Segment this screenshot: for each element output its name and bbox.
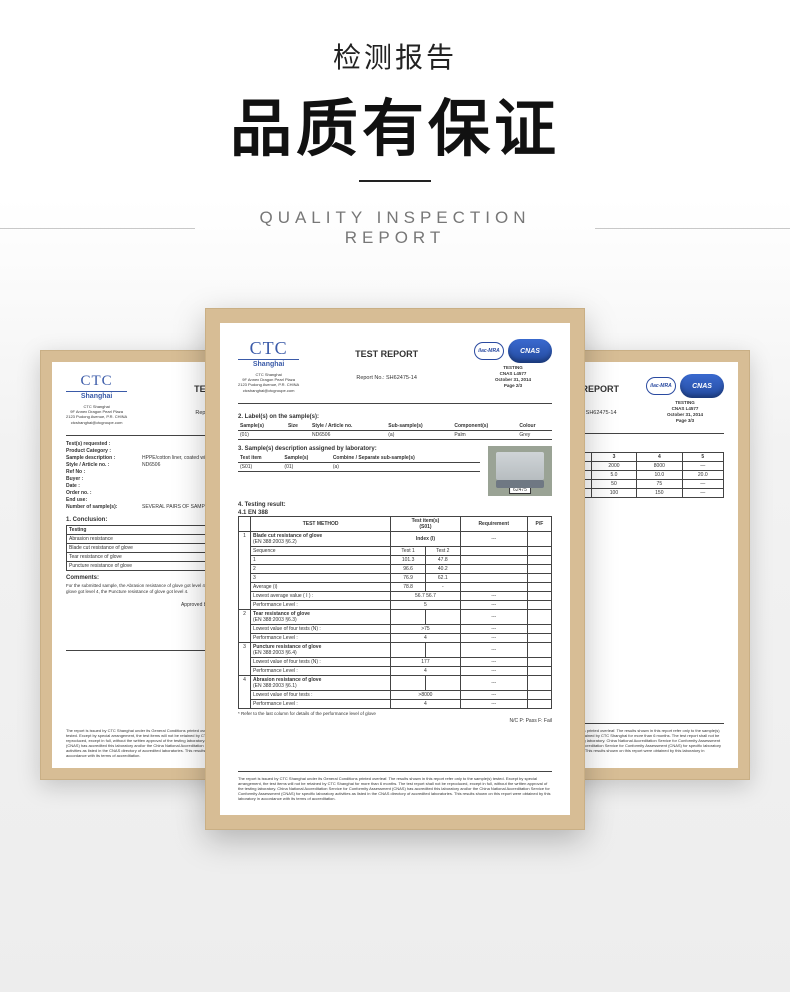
big-title: 品质有保证	[0, 78, 790, 168]
ctc-logo-city: Shanghai	[66, 391, 127, 400]
badge-subtext: TESTING CNAS L4577 October 31, 2014 Page…	[646, 400, 724, 423]
small-title: 检测报告	[0, 36, 790, 76]
sample-photo: 62475	[488, 446, 552, 496]
report-number: Report No.: SH62475-14	[299, 375, 474, 381]
header: 检测报告 品质有保证	[0, 0, 790, 182]
photo-label: 62475	[509, 486, 531, 494]
subhead-line-right	[595, 228, 790, 229]
report-title: TEST REPORT	[299, 349, 474, 359]
ctc-address: CTC Shanghai 9F Annex Dragon Pearl Plaza…	[66, 404, 127, 425]
footnote: The report is issued by CTC Shanghai und…	[238, 776, 552, 801]
ctc-logo-text: CTC	[238, 339, 299, 357]
glove-photo-icon: 62475	[488, 446, 552, 496]
ctc-logo: CTC Shanghai CTC Shanghai 9F Annex Drago…	[238, 339, 299, 393]
ctc-logo-text: CTC	[66, 374, 127, 389]
ctc-logo-city: Shanghai	[238, 359, 299, 368]
cnas-badge-icon: CNAS	[508, 339, 552, 363]
table-note: * Refer to the last column for details o…	[238, 711, 552, 716]
badge-subtext: TESTING CNAS L4577 October 31, 2014 Page…	[474, 365, 552, 388]
badges: ilac-MRA CNAS TESTING CNAS L4577 October…	[646, 374, 724, 423]
sec3-title: 3. Sample(s) description assigned by lab…	[238, 446, 480, 452]
sec3-table: Test itemSample(s)Combine / Separate sub…	[238, 454, 480, 472]
sec4-title: 4. Testing result:	[238, 502, 552, 508]
subhead: QUALITY INSPECTION REPORT	[0, 208, 790, 248]
badges: ilac-MRA CNAS TESTING CNAS L4577 October…	[474, 339, 552, 388]
subhead-text: QUALITY INSPECTION REPORT	[209, 208, 581, 248]
cnas-badge-icon: CNAS	[680, 374, 724, 398]
ilac-badge-icon: ilac-MRA	[474, 342, 504, 360]
ilac-badge-icon: ilac-MRA	[646, 377, 676, 395]
certificates-stage: CTC Shanghai CTC Shanghai 9F Annex Drago…	[0, 308, 790, 948]
title-underline	[359, 180, 431, 182]
certificate-paper-center: CTC Shanghai CTC Shanghai 9F Annex Drago…	[220, 323, 570, 815]
sec2-title: 2. Label(s) on the sample(s):	[238, 414, 552, 420]
sec2-table: Sample(s)SizeStyle / Article no.Sub-samp…	[238, 422, 552, 440]
certificate-frame-center: CTC Shanghai CTC Shanghai 9F Annex Drago…	[205, 308, 585, 830]
ctc-address: CTC Shanghai 9F Annex Dragon Pearl Plaza…	[238, 372, 299, 393]
main-results-table: TEST METHODTest item(s) (S01)Requirement…	[238, 516, 552, 709]
ctc-logo: CTC Shanghai CTC Shanghai 9F Annex Drago…	[66, 374, 127, 425]
subhead-line-left	[0, 228, 195, 229]
